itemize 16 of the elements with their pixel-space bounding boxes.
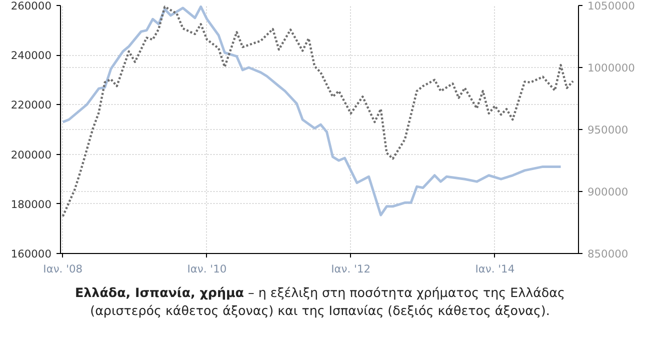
y-tick-label: 240000 bbox=[10, 49, 52, 62]
text: Ελλάδα, Ισπανία, χρήμα bbox=[75, 285, 244, 300]
y-tick-label: 180000 bbox=[10, 198, 52, 211]
y-tick-label: 200000 bbox=[10, 148, 52, 162]
x-tick-label: Ιαν. '14 bbox=[475, 262, 515, 276]
y2-tick-label: 850000 bbox=[588, 248, 628, 260]
y-tick-label: 260000 bbox=[10, 0, 52, 12]
y2-tick-label: 950000 bbox=[588, 124, 628, 136]
x-tick-label: Ιαν. '10 bbox=[187, 262, 227, 276]
y2-tick-label: 900000 bbox=[588, 186, 628, 198]
y-tick-label: 160000 bbox=[10, 248, 52, 260]
y2-tick-label: 1050000 bbox=[588, 0, 636, 12]
y2-tick-label: 1000000 bbox=[588, 62, 636, 74]
x-tick-label: Ιαν. '12 bbox=[331, 262, 371, 276]
y-tick-label: 220000 bbox=[10, 98, 52, 112]
x-tick-label: Ιαν. '08 bbox=[43, 262, 83, 276]
